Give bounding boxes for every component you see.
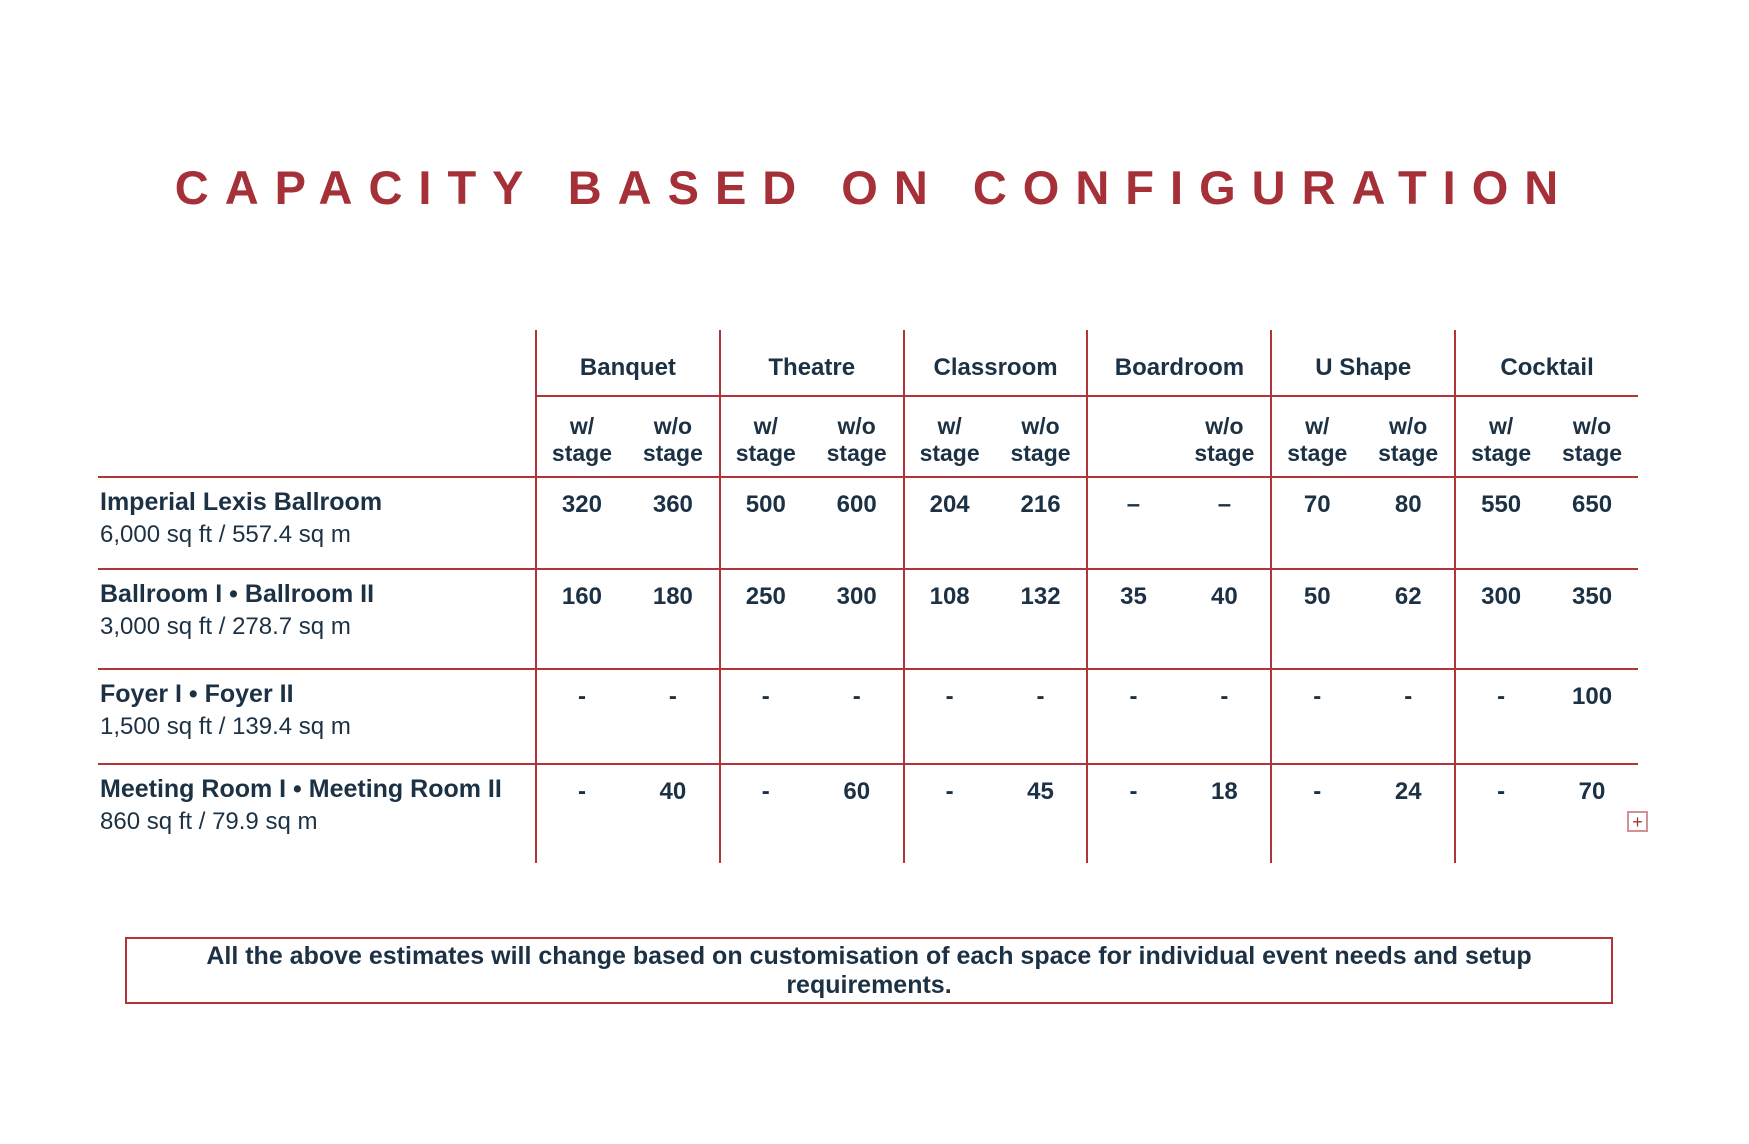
cell-value: – bbox=[1217, 491, 1232, 518]
subheader-classroom-w: w/ stage bbox=[902, 397, 995, 476]
cell-value: 500 bbox=[718, 478, 811, 568]
row-label: Meeting Room I • Meeting Room II 860 sq … bbox=[98, 765, 535, 863]
room-size: 3,000 sq ft / 278.7 sq m bbox=[100, 612, 351, 640]
group-header-row: Banquet Theatre Classroom Boardroom U Sh… bbox=[98, 330, 1638, 397]
subheader-cocktail-wo: w/o stage bbox=[1561, 412, 1623, 466]
expand-plus-icon[interactable]: + bbox=[1627, 811, 1648, 832]
cell-value: - bbox=[852, 683, 861, 710]
cell-value: - bbox=[902, 670, 995, 763]
cell-value: 100 bbox=[1572, 683, 1613, 710]
group-header-classroom: Classroom bbox=[902, 330, 1087, 397]
cell-value: 62 bbox=[1394, 583, 1422, 610]
row-label-spacer bbox=[98, 330, 535, 397]
cell-value: 18 bbox=[1211, 778, 1238, 805]
cell-value: - bbox=[535, 765, 627, 863]
note-box: All the above estimates will change base… bbox=[125, 937, 1613, 1004]
cell-value: 550 bbox=[1454, 478, 1546, 568]
subheader-banquet-wo: w/o stage bbox=[642, 412, 703, 466]
cell-value: - bbox=[902, 765, 995, 863]
room-name: Imperial Lexis Ballroom bbox=[100, 488, 383, 516]
row-label-spacer bbox=[98, 397, 535, 476]
subheader-ushape-wo: w/o stage bbox=[1378, 412, 1439, 466]
subheader-cocktail-w: w/ stage bbox=[1454, 397, 1546, 476]
room-size: 1,500 sq ft / 139.4 sq m bbox=[100, 712, 351, 740]
row-label: Foyer I • Foyer II 1,500 sq ft / 139.4 s… bbox=[98, 670, 535, 763]
cell-value: 650 bbox=[1572, 491, 1613, 518]
cell-value: 300 bbox=[836, 583, 877, 610]
row-label: Ballroom I • Ballroom II 3,000 sq ft / 2… bbox=[98, 570, 535, 668]
cell-value: 320 bbox=[535, 478, 627, 568]
cell-value: 108 bbox=[902, 570, 995, 668]
cell-value: 180 bbox=[652, 583, 693, 610]
cell-value: - bbox=[718, 670, 811, 763]
cell-value: 35 bbox=[1086, 570, 1178, 668]
cell-value: - bbox=[1270, 765, 1362, 863]
cell-value: 60 bbox=[843, 778, 871, 805]
subheader-banquet-w: w/ stage bbox=[535, 397, 627, 476]
group-header-banquet: Banquet bbox=[535, 330, 719, 397]
table-row-foyer-i-ii: Foyer I • Foyer II 1,500 sq ft / 139.4 s… bbox=[98, 670, 1638, 765]
cell-value: - bbox=[1454, 765, 1546, 863]
cell-value: 50 bbox=[1270, 570, 1362, 668]
cell-value: 45 bbox=[1027, 778, 1054, 805]
page-title: CAPACITY BASED ON CONFIGURATION bbox=[174, 161, 1575, 214]
cell-value: - bbox=[535, 670, 627, 763]
room-size: 6,000 sq ft / 557.4 sq m bbox=[100, 520, 351, 548]
cell-value: 70 bbox=[1270, 478, 1362, 568]
cell-value: - bbox=[1086, 765, 1178, 863]
cell-value: 350 bbox=[1572, 583, 1613, 610]
cell-value: 160 bbox=[535, 570, 627, 668]
table-row-ballroom-i-ii: Ballroom I • Ballroom II 3,000 sq ft / 2… bbox=[98, 570, 1638, 670]
cell-value: - bbox=[718, 765, 811, 863]
cell-value: 204 bbox=[902, 478, 995, 568]
room-size: 860 sq ft / 79.9 sq m bbox=[100, 807, 318, 835]
cell-value: 600 bbox=[836, 491, 877, 518]
cell-value: 40 bbox=[1211, 583, 1238, 610]
row-label: Imperial Lexis Ballroom 6,000 sq ft / 55… bbox=[98, 478, 535, 568]
cell-value: – bbox=[1086, 478, 1178, 568]
note-text: All the above estimates will change base… bbox=[206, 941, 1532, 999]
subheader-ushape-w: w/ stage bbox=[1270, 397, 1362, 476]
cell-value: 250 bbox=[718, 570, 811, 668]
group-header-theatre: Theatre bbox=[718, 330, 903, 397]
cell-value: - bbox=[1404, 683, 1413, 710]
cell-value: 80 bbox=[1394, 491, 1422, 518]
cell-value: - bbox=[1270, 670, 1362, 763]
group-header-cocktail: Cocktail bbox=[1454, 330, 1638, 397]
capacity-table: Banquet Theatre Classroom Boardroom U Sh… bbox=[98, 330, 1638, 863]
cell-value: 216 bbox=[1020, 491, 1061, 518]
cell-value: 360 bbox=[652, 491, 693, 518]
room-name: Meeting Room I • Meeting Room II bbox=[100, 775, 502, 803]
group-header-boardroom: Boardroom bbox=[1086, 330, 1271, 397]
cell-value: - bbox=[1220, 683, 1229, 710]
subheader-theatre-wo: w/o stage bbox=[826, 412, 887, 466]
subheader-boardroom-w bbox=[1086, 397, 1178, 476]
room-name: Ballroom I • Ballroom II bbox=[100, 580, 375, 608]
room-name: Foyer I • Foyer II bbox=[100, 680, 294, 708]
group-header-ushape: U Shape bbox=[1270, 330, 1455, 397]
subheader-classroom-wo: w/o stage bbox=[1010, 412, 1071, 466]
cell-value: 300 bbox=[1454, 570, 1546, 668]
cell-value: - bbox=[1454, 670, 1546, 763]
sub-header-row: w/ stage w/o stage w/ stage w/o stage w/… bbox=[98, 397, 1638, 478]
table-row-imperial-lexis-ballroom: Imperial Lexis Ballroom 6,000 sq ft / 55… bbox=[98, 478, 1638, 570]
cell-value: 40 bbox=[659, 778, 687, 805]
subheader-boardroom-wo: w/o stage bbox=[1194, 412, 1255, 466]
cell-value: 132 bbox=[1020, 583, 1061, 610]
cell-value: - bbox=[1086, 670, 1178, 763]
table-row-meeting-room-i-ii: Meeting Room I • Meeting Room II 860 sq … bbox=[98, 765, 1638, 863]
cell-value: 70 bbox=[1578, 778, 1606, 805]
cell-value: - bbox=[1036, 683, 1045, 710]
subheader-theatre-w: w/ stage bbox=[718, 397, 811, 476]
cell-value: - bbox=[668, 683, 677, 710]
cell-value: 24 bbox=[1394, 778, 1422, 805]
